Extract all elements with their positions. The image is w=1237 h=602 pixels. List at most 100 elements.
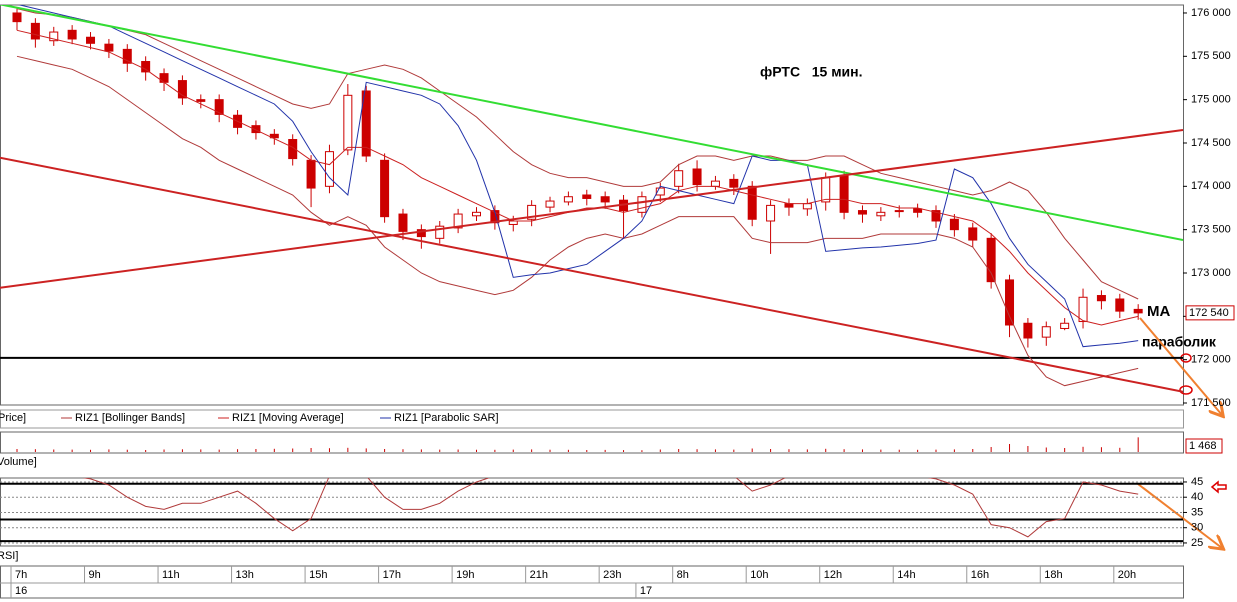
- x-tick-label: 20h: [1118, 569, 1136, 581]
- y-tick-label: 30: [1191, 522, 1203, 534]
- chart-title: фРТС 15 мин.: [760, 64, 863, 80]
- candle-body: [251, 125, 261, 134]
- y-tick-label: 176 000: [1191, 7, 1231, 19]
- candle-body: [141, 61, 151, 73]
- day-label: 16: [15, 585, 27, 597]
- x-tick-label: 15h: [309, 569, 327, 581]
- legend-label: RIZ1 [Parabolic SAR]: [394, 412, 499, 424]
- day-label: 17: [640, 585, 652, 597]
- indicator-line: [17, 5, 1139, 348]
- candle-body: [802, 203, 812, 210]
- rsi-line: [81, 478, 1139, 538]
- candle-body: [361, 90, 371, 157]
- candle-body: [416, 229, 426, 238]
- candle-body: [600, 196, 610, 203]
- candle-body: [1023, 322, 1033, 339]
- candle-body: [1005, 279, 1015, 326]
- legend-label: RIZ1 [Bollinger Bands]: [75, 412, 185, 424]
- x-tick-label: 14h: [897, 569, 915, 581]
- candle-body: [343, 94, 353, 151]
- last-volume-label: 1 468: [1189, 440, 1217, 452]
- panel-title: Volume]: [0, 456, 37, 468]
- marker-circle: [1179, 385, 1193, 395]
- price-panel: [0, 4, 1184, 406]
- candle-body: [637, 196, 647, 213]
- y-tick-label: 45: [1191, 476, 1203, 488]
- volume-panel: [0, 431, 1184, 454]
- candle-body: [159, 73, 169, 83]
- candle-body: [968, 227, 978, 241]
- candle-body: [1133, 308, 1143, 314]
- y-tick-label: 172 000: [1191, 354, 1231, 366]
- y-tick-label: 173 000: [1191, 267, 1231, 279]
- annotation: МА: [1147, 303, 1170, 320]
- x-tick-label: 18h: [1044, 569, 1062, 581]
- candle-body: [49, 31, 59, 42]
- candle-body: [12, 12, 22, 23]
- indicator-line: [16, 55, 1139, 387]
- candle-body: [949, 218, 959, 231]
- candle-body: [913, 208, 923, 213]
- candle-body: [398, 213, 408, 232]
- trendline: [0, 128, 1183, 289]
- candle-body: [894, 210, 904, 213]
- y-tick-label: 40: [1191, 491, 1203, 503]
- x-tick-label: 11h: [162, 569, 180, 581]
- x-tick-label: 23h: [603, 569, 621, 581]
- candle-body: [1041, 326, 1051, 338]
- x-tick-label: 8h: [677, 569, 689, 581]
- candle-body: [986, 237, 996, 283]
- candle-body: [380, 159, 390, 218]
- candle-body: [563, 196, 573, 203]
- x-tick-label: 12h: [824, 569, 842, 581]
- candle-body: [766, 204, 776, 222]
- x-tick-label: 9h: [89, 569, 101, 581]
- candle-body: [177, 80, 187, 99]
- candle-body: [931, 210, 941, 222]
- legend-label: Price]: [0, 412, 26, 424]
- plot-area: [0, 478, 1183, 544]
- y-tick-label: 175 000: [1191, 94, 1231, 106]
- candle-body: [545, 200, 555, 208]
- arrow: [1137, 483, 1222, 548]
- candle-body: [122, 48, 132, 64]
- last-price-box: [1185, 305, 1235, 321]
- candle-body: [1078, 296, 1088, 323]
- candle-body: [747, 185, 757, 220]
- candle-body: [214, 99, 224, 115]
- indicator-line: [16, 8, 1139, 300]
- candle-body: [324, 151, 334, 187]
- candle-body: [710, 180, 720, 187]
- candle-body: [527, 204, 537, 220]
- candle-body: [655, 187, 665, 196]
- panel-title: RSI]: [0, 550, 18, 562]
- y-tick-label: 174 000: [1191, 180, 1231, 192]
- candle-body: [784, 203, 794, 208]
- candle-body: [306, 159, 316, 189]
- candle-body: [674, 170, 684, 187]
- candle-body: [821, 177, 831, 203]
- y-tick-label: 175 500: [1191, 50, 1231, 62]
- candle-body: [876, 211, 886, 217]
- y-tick-label: 25: [1191, 537, 1203, 549]
- x-tick-label: 16h: [971, 569, 989, 581]
- candle-body: [692, 168, 702, 186]
- candle-body: [1096, 295, 1106, 302]
- candle-body: [435, 225, 445, 239]
- candle-body: [86, 36, 96, 44]
- y-tick-label: 173 500: [1191, 224, 1231, 236]
- candle-body: [1060, 322, 1070, 329]
- annotation: параболик: [1142, 334, 1217, 350]
- last-volume-box: [1185, 438, 1223, 454]
- x-tick-label: 7h: [15, 569, 27, 581]
- candle-body: [453, 213, 463, 229]
- candle-body: [508, 220, 518, 225]
- x-tick-label: 21h: [530, 569, 548, 581]
- candle-body: [269, 133, 279, 139]
- arrow: [1139, 317, 1222, 415]
- candle-body: [582, 194, 592, 199]
- legend-label: RIZ1 [Moving Average]: [232, 412, 344, 424]
- candle-body: [30, 22, 40, 40]
- x-tick-label: 19h: [456, 569, 474, 581]
